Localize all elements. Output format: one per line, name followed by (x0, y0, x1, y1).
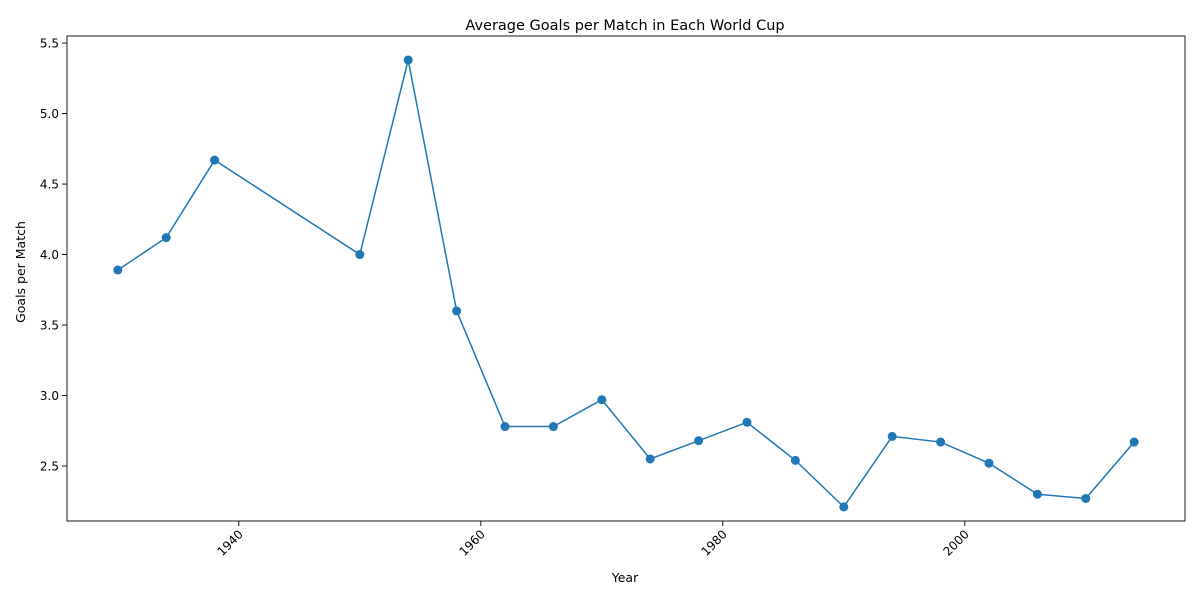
data-point-2014 (1129, 437, 1139, 447)
y-tick-label: 2.5 (40, 460, 59, 474)
data-point-1994 (887, 431, 897, 441)
y-tick-label: 4.5 (40, 178, 59, 192)
data-point-2006 (1032, 489, 1042, 499)
y-axis-label: Goals per Match (13, 221, 28, 323)
data-point-1990 (839, 502, 849, 512)
x-axis-label: Year (611, 570, 639, 585)
data-point-2010 (1081, 493, 1091, 503)
chart-title: Average Goals per Match in Each World Cu… (465, 18, 784, 34)
data-point-1982 (742, 417, 752, 427)
y-tick-label: 5.0 (40, 107, 59, 121)
y-tick-label: 4.0 (40, 248, 59, 262)
data-point-1974 (645, 454, 655, 464)
data-point-1978 (694, 436, 704, 446)
series-line (117, 59, 1135, 509)
data-point-1930 (113, 265, 123, 275)
y-tick-label: 5.5 (40, 37, 59, 51)
data-point-1938 (210, 155, 220, 165)
y-tick-label: 3.0 (40, 389, 59, 403)
data-point-1966 (548, 422, 558, 432)
plot-area (66, 35, 1186, 522)
y-tick-label: 3.5 (40, 319, 59, 333)
data-point-1954 (403, 55, 413, 65)
data-point-1934 (161, 233, 171, 243)
data-point-1962 (500, 422, 510, 432)
axes-frame (66, 35, 1186, 522)
data-point-1998 (936, 437, 946, 447)
data-point-1950 (355, 250, 365, 260)
data-point-1970 (597, 395, 607, 405)
data-point-2002 (984, 458, 994, 468)
y-axis-ticks: 2.5 3.0 3.5 4.0 4.5 5.0 5.5 (40, 37, 67, 474)
data-point-1986 (790, 455, 800, 465)
data-point-1958 (452, 306, 462, 316)
